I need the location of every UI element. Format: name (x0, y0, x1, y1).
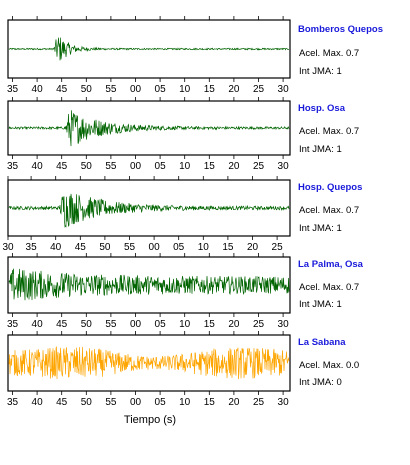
tick-label: 40 (32, 84, 44, 95)
tick-label: 45 (75, 242, 87, 253)
int-jma-bomberos-quepos: Int JMA: 1 (299, 66, 342, 77)
tick-label: 30 (278, 84, 290, 95)
tick-label: 05 (173, 242, 185, 253)
x-axis-label: Tiempo (s) (123, 414, 177, 426)
panel-frame (7, 100, 291, 156)
tick-label: 55 (105, 161, 117, 172)
panel-frame (7, 179, 291, 237)
waveform-trace (8, 193, 290, 228)
tick-label: 45 (56, 397, 68, 408)
tick-label: 10 (179, 161, 191, 172)
tick-label: 15 (204, 84, 216, 95)
acel-max-hosp-osa: Acel. Max. 0.7 (299, 126, 360, 137)
tick-label: 35 (7, 319, 19, 330)
tick-label: 15 (204, 397, 216, 408)
tick-label: 25 (253, 319, 265, 330)
panel-1: 35 40 45 50 55 00 05 10 15 20 25 30 (7, 97, 291, 172)
tick-label: 00 (130, 161, 142, 172)
tick-label: 20 (228, 161, 240, 172)
tick-label: 50 (81, 397, 93, 408)
tick-label: 50 (99, 242, 111, 253)
tick-label: 35 (7, 161, 19, 172)
tick-label: 55 (105, 319, 117, 330)
tick-label: 35 (7, 397, 19, 408)
tick-label: 40 (32, 161, 44, 172)
tick-label: 50 (81, 319, 93, 330)
tick-label: 25 (253, 161, 265, 172)
tick-label: 05 (155, 161, 167, 172)
tick-label: 40 (50, 242, 62, 253)
tick-label: 40 (32, 397, 44, 408)
tick-label: 45 (56, 84, 68, 95)
acel-max-la-sabana: Acel. Max. 0.0 (299, 360, 360, 371)
tick-label: 55 (105, 84, 117, 95)
tick-label: 45 (56, 319, 68, 330)
int-jma-hosp-osa: Int JMA: 1 (299, 144, 342, 155)
tick-label: 15 (222, 242, 234, 253)
panel-frame (7, 19, 291, 79)
panel-2: 30 35 40 45 50 55 00 05 10 15 20 25 (2, 176, 291, 253)
int-jma-la-palma-osa: Int JMA: 1 (299, 299, 342, 310)
waveform-trace (8, 268, 290, 301)
tick-label: 30 (278, 161, 290, 172)
tick-label: 00 (130, 397, 142, 408)
tick-label: 15 (204, 319, 216, 330)
acel-max-bomberos-quepos: Acel. Max. 0.7 (299, 48, 360, 59)
tick-label: 45 (56, 161, 68, 172)
panel-0: 35 40 45 50 55 00 05 10 15 20 25 30 (7, 16, 291, 95)
tick-label: 55 (105, 397, 117, 408)
tick-label: 00 (149, 242, 161, 253)
panel-frame (7, 334, 291, 392)
panel-4: 35 40 45 50 55 00 05 10 15 20 25 30 (7, 331, 291, 408)
tick-label: 10 (179, 397, 191, 408)
acel-max-la-palma-osa: Acel. Max. 0.7 (299, 282, 360, 293)
tick-label: 00 (130, 84, 142, 95)
waveform-trace (8, 37, 290, 61)
int-jma-la-sabana: Int JMA: 0 (299, 377, 342, 388)
station-name-hosp-osa: Hosp. Osa (298, 103, 345, 114)
tick-label: 25 (253, 397, 265, 408)
waveform-trace (8, 110, 290, 147)
tick-label: 10 (198, 242, 210, 253)
station-name-la-palma-osa: La Palma, Osa (298, 259, 363, 270)
station-name-bomberos-quepos: Bomberos Quepos (298, 24, 383, 35)
tick-label: 05 (155, 84, 167, 95)
tick-label: 30 (278, 319, 290, 330)
tick-label: 40 (32, 319, 44, 330)
tick-label: 20 (228, 397, 240, 408)
tick-label: 10 (179, 319, 191, 330)
tick-label: 50 (81, 161, 93, 172)
panel-3: 35 40 45 50 55 00 05 10 15 20 25 30 (7, 253, 291, 330)
waveform-trace (8, 345, 290, 380)
tick-label: 50 (81, 84, 93, 95)
tick-label: 10 (179, 84, 191, 95)
tick-label: 20 (228, 319, 240, 330)
panel-frame (7, 256, 291, 314)
station-name-la-sabana: La Sabana (298, 337, 346, 348)
acel-max-hosp-quepos: Acel. Max. 0.7 (299, 205, 360, 216)
tick-label: 20 (228, 84, 240, 95)
tick-label: 05 (155, 397, 167, 408)
tick-label: 55 (124, 242, 136, 253)
tick-label: 00 (130, 319, 142, 330)
tick-label: 05 (155, 319, 167, 330)
tick-label: 20 (247, 242, 259, 253)
tick-label: 25 (253, 84, 265, 95)
tick-label: 25 (272, 242, 284, 253)
tick-label: 30 (278, 397, 290, 408)
int-jma-hosp-quepos: Int JMA: 1 (299, 223, 342, 234)
station-name-hosp-quepos: Hosp. Quepos (298, 182, 363, 193)
tick-label: 35 (26, 242, 38, 253)
tick-label: 15 (204, 161, 216, 172)
tick-label: 30 (2, 242, 14, 253)
tick-label: 35 (7, 84, 19, 95)
